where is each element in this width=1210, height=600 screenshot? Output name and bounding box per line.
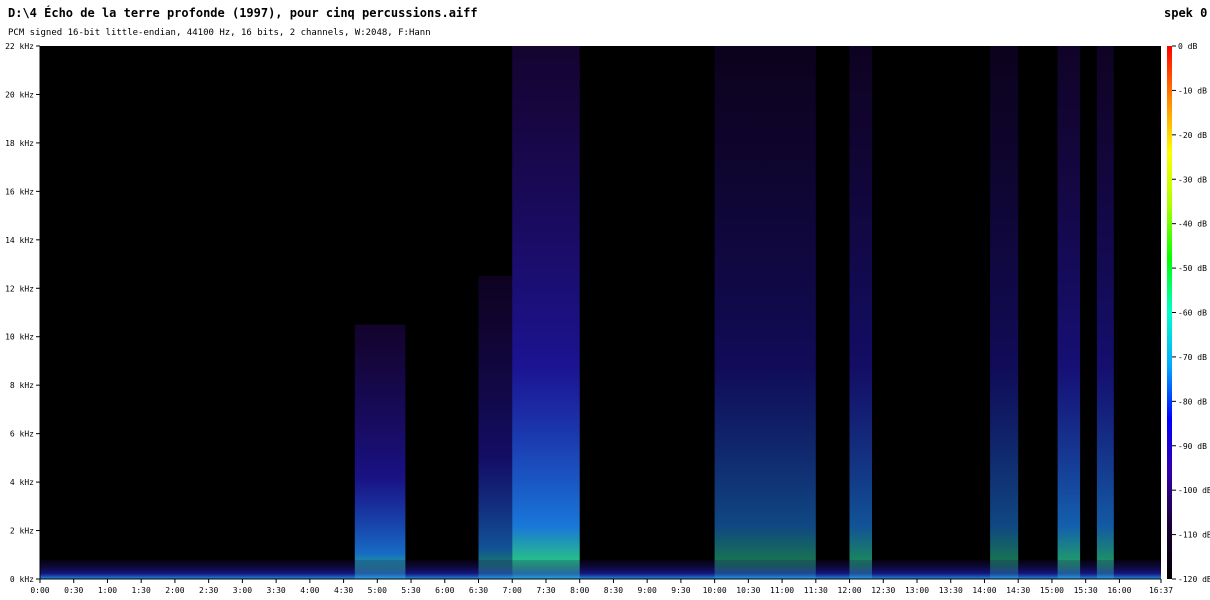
spectral-event — [849, 46, 872, 579]
y-tick-label: 16 kHz — [5, 187, 34, 196]
x-tick-label: 6:30 — [469, 586, 488, 595]
x-tick-label: 11:30 — [804, 586, 828, 595]
spectral-event — [714, 46, 816, 579]
x-tick-label: 0:00 — [30, 586, 49, 595]
x-tick-label: 1:00 — [98, 586, 117, 595]
spectral-event — [354, 324, 406, 579]
x-tick-label: 5:00 — [368, 586, 387, 595]
x-tick-label: 16:37 — [1149, 586, 1173, 595]
spectral-event — [1057, 46, 1081, 579]
x-tick-label: 8:30 — [604, 586, 623, 595]
x-tick-label: 14:30 — [1006, 586, 1030, 595]
x-tick-label: 16:00 — [1107, 586, 1131, 595]
x-axis: 0:00 0:30 1:00 1:30 2:00 2:30 3:00 3:30 4:00 4:30… — [30, 578, 1173, 595]
x-tick-label: 11:00 — [770, 586, 794, 595]
x-tick-label: 9:30 — [671, 586, 690, 595]
x-tick-label: 3:30 — [266, 586, 285, 595]
x-tick-label: 12:30 — [871, 586, 895, 595]
x-tick-label: 10:30 — [736, 586, 760, 595]
x-tick-label: 4:30 — [334, 586, 353, 595]
colorbar-tick-label: -30 dB — [1178, 175, 1207, 184]
x-tick-label: 14:00 — [972, 586, 996, 595]
x-tick-label: 15:30 — [1074, 586, 1098, 595]
x-tick-label: 2:30 — [199, 586, 218, 595]
spectrogram-plot-area — [40, 46, 1161, 579]
y-tick-label: 6 kHz — [10, 430, 34, 439]
spectral-event — [990, 46, 1019, 579]
y-axis: 0 kHz 2 kHz 4 kHz 6 kHz 8 kHz 10 kHz 12 kHz 14 … — [5, 42, 41, 584]
x-tick-label: 6:00 — [435, 586, 454, 595]
y-tick-label: 12 kHz — [5, 284, 34, 293]
colorbar-tick-label: -40 dB — [1178, 220, 1207, 229]
spectral-event — [478, 276, 513, 579]
spectrogram-events — [354, 46, 1114, 579]
colorbar-axis: 0 dB -10 dB -20 dB -30 dB -40 dB -50 dB -60 dB… — [1172, 42, 1210, 584]
x-tick-label: 13:30 — [939, 586, 963, 595]
y-tick-label: 20 kHz — [5, 90, 34, 99]
y-tick-label: 4 kHz — [10, 478, 34, 487]
y-tick-label: 10 kHz — [5, 333, 34, 342]
colorbar-tick-label: -80 dB — [1178, 397, 1207, 406]
x-tick-label: 7:30 — [536, 586, 555, 595]
y-tick-label: 22 kHz — [5, 42, 34, 51]
x-tick-label: 0:30 — [64, 586, 83, 595]
x-tick-label: 2:00 — [165, 586, 184, 595]
colorbar-tick-label: -120 dB — [1178, 575, 1210, 584]
x-tick-label: 13:00 — [905, 586, 929, 595]
colorbar-tick-label: -110 dB — [1178, 531, 1210, 540]
app-version-label: spek 0.8 — [1164, 6, 1210, 20]
spectral-event — [1096, 46, 1114, 579]
x-tick-label: 12:00 — [838, 586, 862, 595]
x-tick-label: 4:00 — [300, 586, 319, 595]
spectral-event — [512, 46, 580, 579]
colorbar-tick-label: -20 dB — [1178, 131, 1207, 140]
x-tick-label: 10:00 — [703, 586, 727, 595]
x-tick-label: 8:00 — [570, 586, 589, 595]
y-tick-label: 2 kHz — [10, 527, 34, 536]
x-tick-label: 5:30 — [401, 586, 420, 595]
audio-info: PCM signed 16-bit little-endian, 44100 H… — [8, 28, 431, 38]
colorbar-tick-label: -60 dB — [1178, 309, 1207, 318]
y-tick-label: 14 kHz — [5, 236, 34, 245]
low-frequency-energy-band — [40, 560, 1161, 579]
x-tick-label: 9:00 — [638, 586, 657, 595]
x-tick-label: 15:00 — [1040, 586, 1064, 595]
colorbar-tick-label: -90 dB — [1178, 442, 1207, 451]
y-tick-label: 0 kHz — [10, 575, 34, 584]
colorbar-tick-label: -100 dB — [1178, 486, 1210, 495]
x-tick-label: 3:00 — [233, 586, 252, 595]
y-tick-label: 8 kHz — [10, 381, 34, 390]
x-tick-label: 7:00 — [503, 586, 522, 595]
colorbar-tick-label: -70 dB — [1178, 353, 1207, 362]
y-tick-label: 18 kHz — [5, 139, 34, 148]
colorbar — [1167, 46, 1172, 579]
x-tick-label: 1:30 — [132, 586, 151, 595]
colorbar-tick-label: 0 dB — [1178, 42, 1197, 51]
file-title: D:\4 Écho de la terre profonde (1997), p… — [8, 6, 478, 20]
colorbar-tick-label: -10 dB — [1178, 86, 1207, 95]
colorbar-tick-label: -50 dB — [1178, 264, 1207, 273]
